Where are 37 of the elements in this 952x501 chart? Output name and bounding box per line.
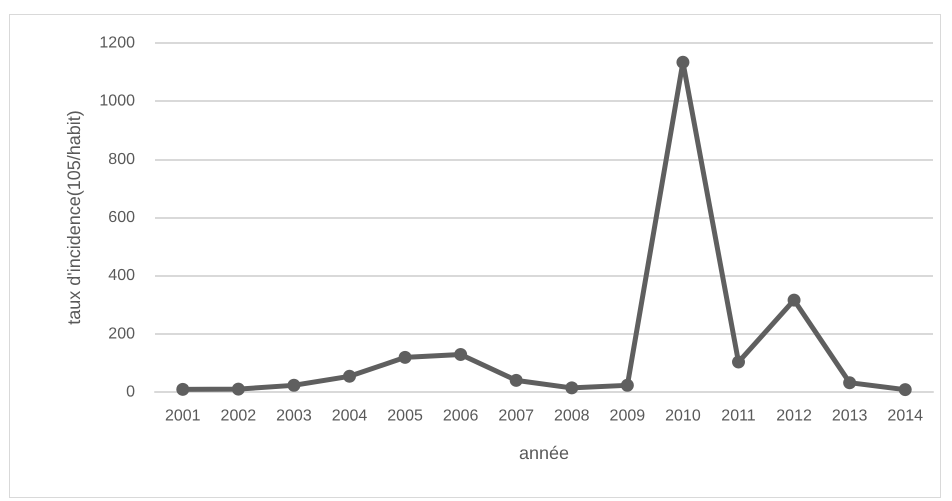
point bbox=[287, 378, 300, 392]
point bbox=[176, 382, 190, 396]
point bbox=[398, 350, 412, 364]
x-tick-label: 2005 bbox=[387, 408, 423, 424]
point bbox=[232, 382, 245, 396]
y-tick-label: 1000 bbox=[99, 92, 136, 110]
point bbox=[788, 294, 801, 307]
x-tick-label: 2009 bbox=[610, 408, 646, 424]
x-tick-label: 2001 bbox=[164, 408, 201, 424]
point bbox=[343, 370, 356, 383]
y-tick-label: 1200 bbox=[99, 34, 136, 52]
x-tick-label: 2013 bbox=[832, 408, 868, 424]
x-tick-label: 2003 bbox=[276, 408, 312, 424]
point bbox=[676, 56, 690, 69]
point bbox=[898, 383, 912, 396]
y-tick-label: 0 bbox=[126, 384, 136, 400]
x-tick-label: 2008 bbox=[554, 408, 590, 424]
point bbox=[732, 356, 745, 369]
point bbox=[620, 378, 634, 392]
point bbox=[565, 381, 578, 394]
x-tick-label: 2007 bbox=[498, 408, 534, 424]
x-tick-label: 2002 bbox=[220, 408, 256, 424]
x-tick-label: 2011 bbox=[721, 408, 756, 424]
y-tick-label: 200 bbox=[108, 325, 136, 342]
x-tick-label: 2006 bbox=[442, 408, 479, 424]
y-axis-title: taux d'incidence(105/habit) bbox=[64, 110, 84, 325]
y-tick-label: 600 bbox=[108, 209, 136, 226]
point bbox=[843, 376, 856, 390]
x-tick-label: 2004 bbox=[332, 408, 368, 424]
y-tick-label: 400 bbox=[108, 267, 136, 284]
point bbox=[454, 348, 468, 361]
y-tick-label: 800 bbox=[108, 150, 136, 168]
point bbox=[510, 374, 523, 387]
x-tick-label: 2014 bbox=[887, 408, 924, 424]
x-tick-label: 2012 bbox=[776, 408, 812, 424]
x-axis-title: année bbox=[518, 443, 570, 463]
x-tick-label: 2010 bbox=[665, 408, 701, 424]
